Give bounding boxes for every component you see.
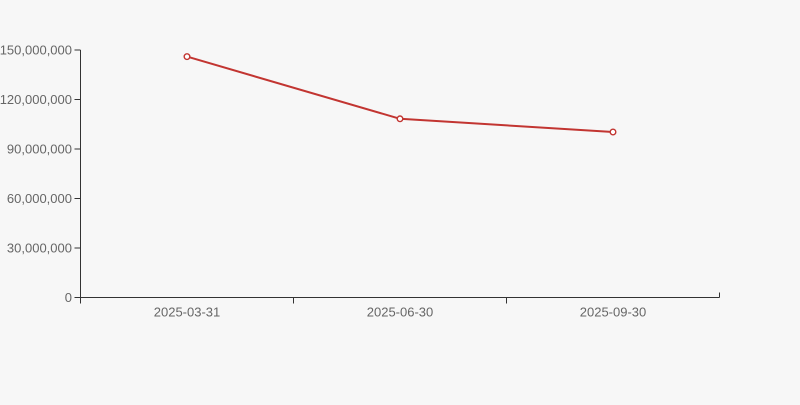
y-axis-tick-label: 0 <box>65 290 72 305</box>
y-axis-tick-label: 150,000,000 <box>0 43 72 58</box>
y-axis-tick-label: 30,000,000 <box>7 241 72 256</box>
data-point-marker <box>183 53 191 61</box>
data-point-marker <box>396 115 404 123</box>
data-point-marker <box>609 128 617 136</box>
x-axis-tick-label: 2025-06-30 <box>367 305 434 320</box>
y-axis-tick-label: 90,000,000 <box>7 142 72 157</box>
y-axis-tick-label: 60,000,000 <box>7 191 72 206</box>
x-axis-tick-label: 2025-03-31 <box>154 305 221 320</box>
y-axis-tick-label: 120,000,000 <box>0 92 72 107</box>
x-axis-tick-label: 2025-09-30 <box>580 305 647 320</box>
